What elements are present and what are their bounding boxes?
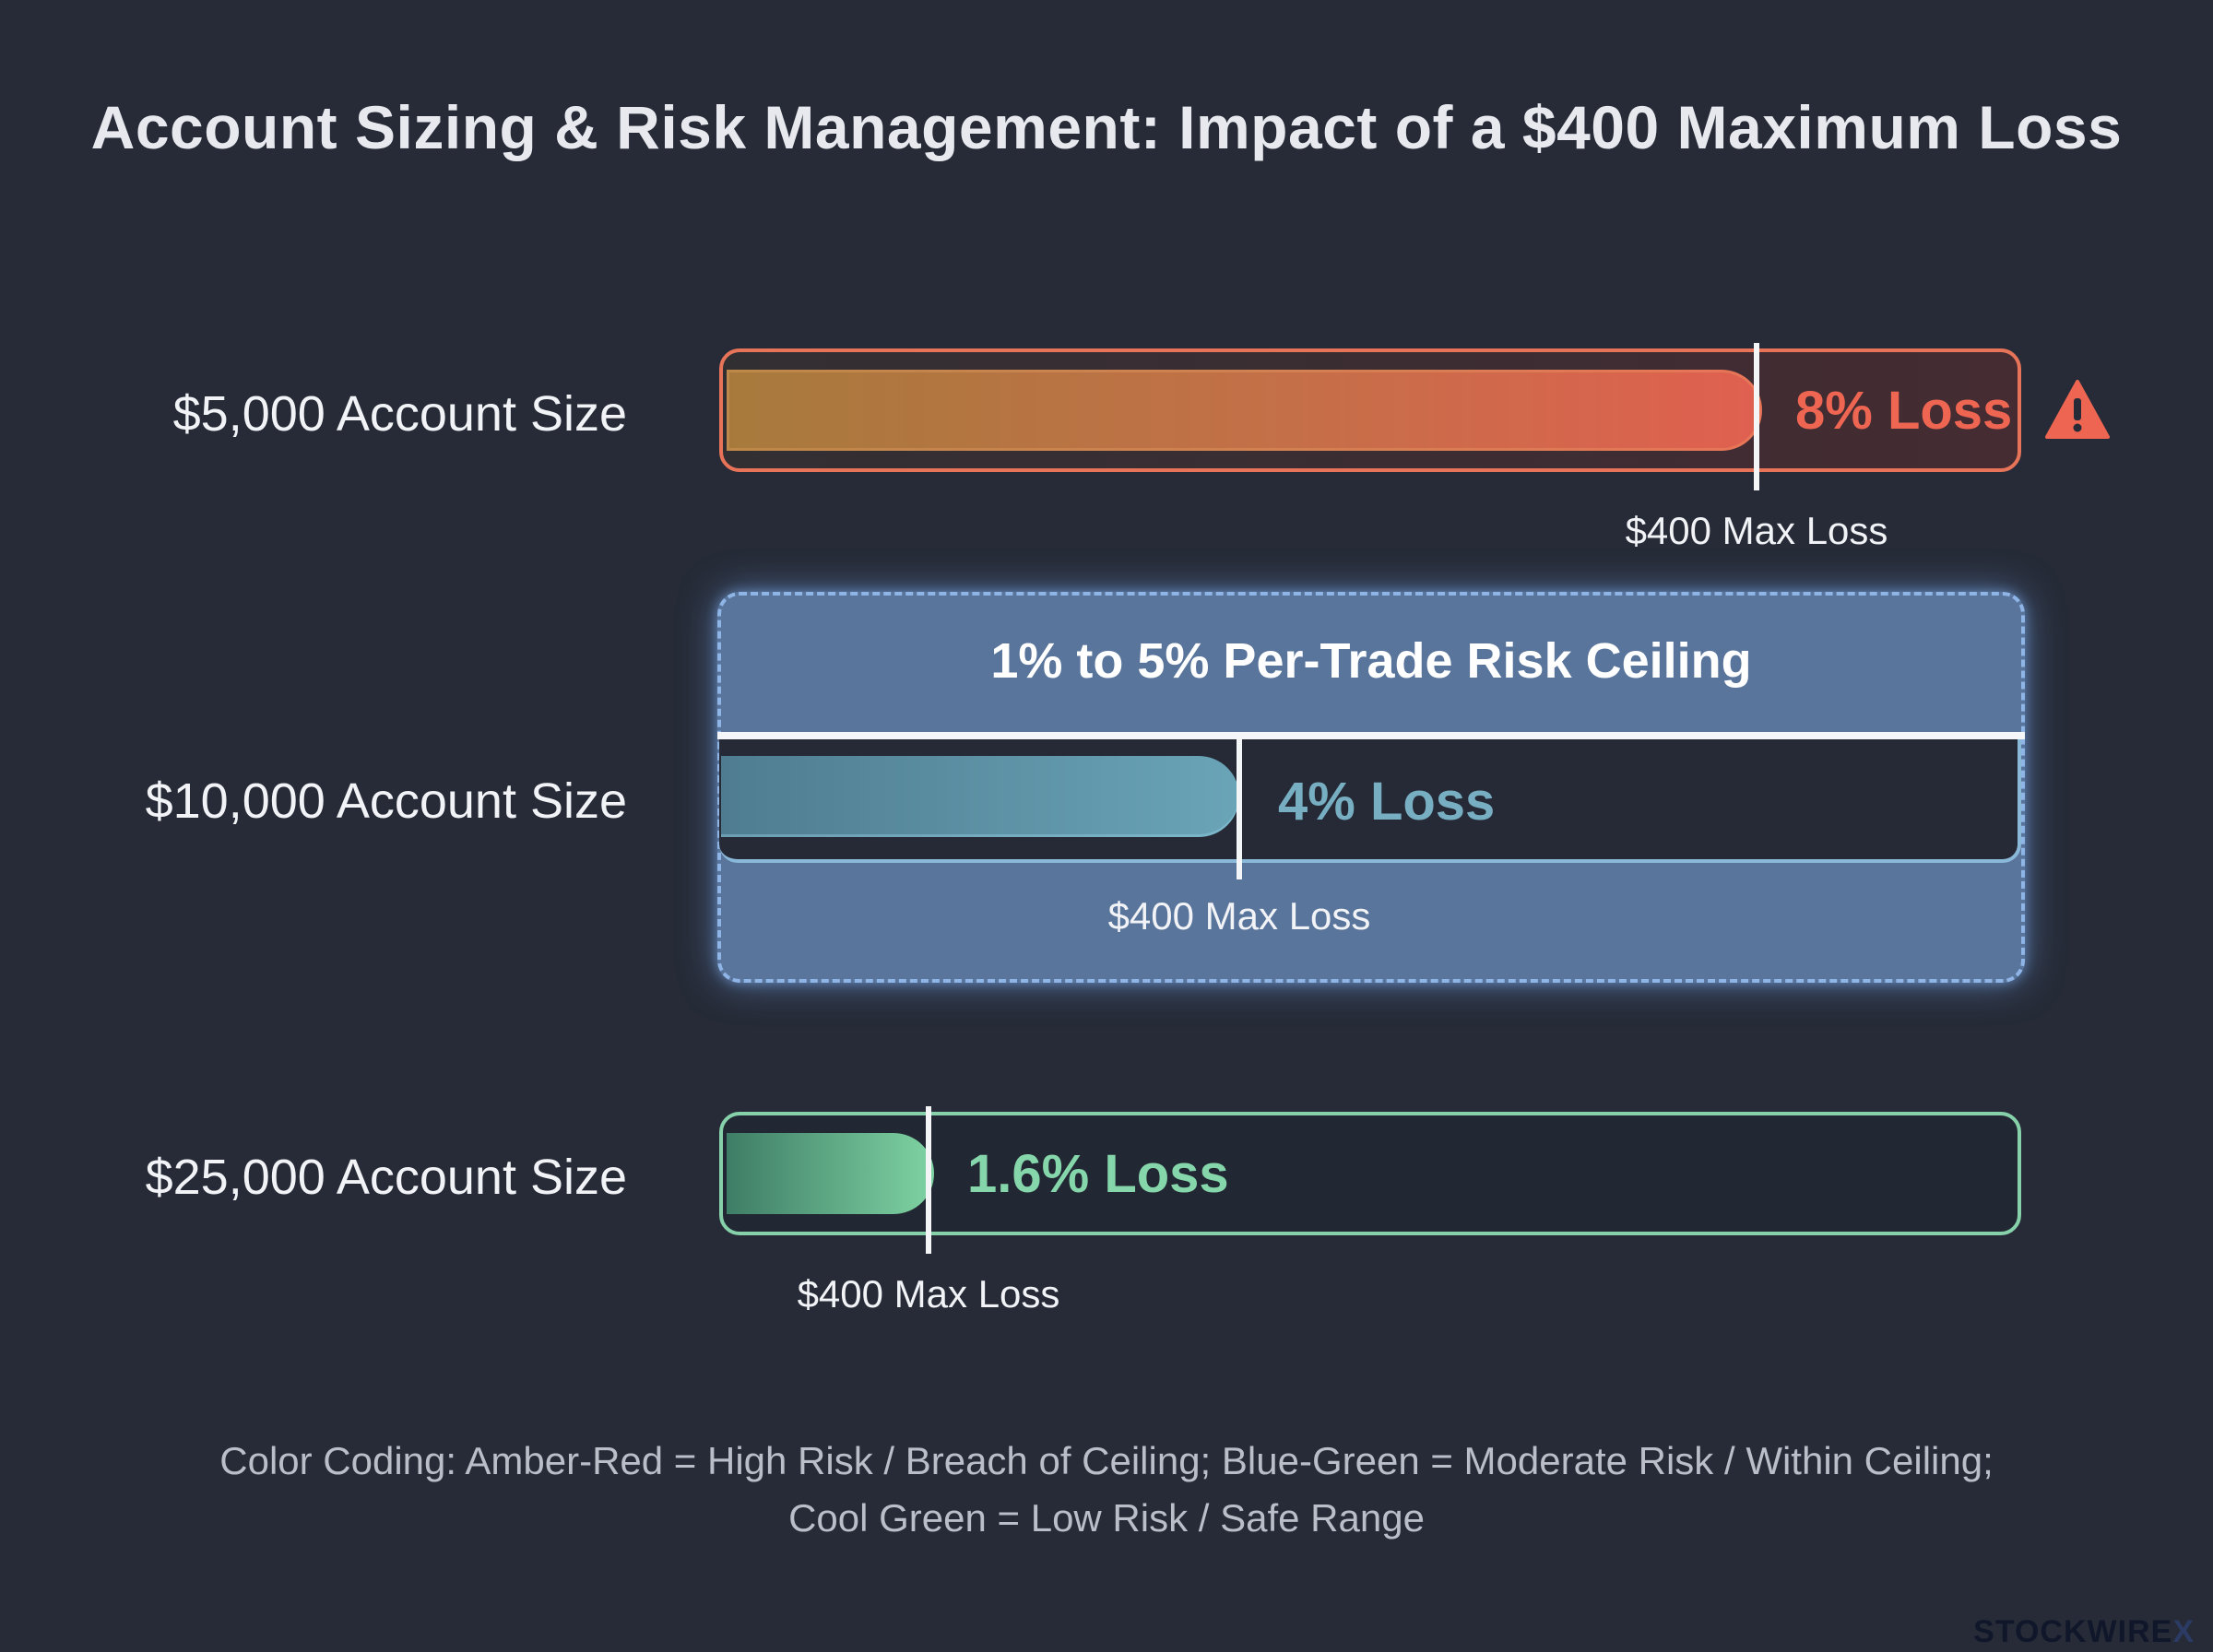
category-label-10000: $10,000 Account Size <box>145 773 627 829</box>
brand-logo: STOCKWIREX <box>1973 1614 2195 1650</box>
max-loss-marker-10000 <box>1237 738 1242 879</box>
bar-fill-10000 <box>721 756 1239 837</box>
brand-name: STOCKWIRE <box>1973 1614 2173 1649</box>
max-loss-marker-5000 <box>1754 343 1759 490</box>
color-coding-line-2: Cool Green = Low Risk / Safe Range <box>788 1496 1425 1540</box>
risk-ceiling-line <box>717 732 2025 739</box>
loss-label-25000: 1.6% Loss <box>967 1144 1229 1204</box>
max-loss-label-5000: $400 Max Loss <box>1625 509 1888 552</box>
max-loss-label-25000: $400 Max Loss <box>797 1272 1060 1316</box>
brand-suffix: X <box>2172 1614 2195 1649</box>
category-label-25000: $25,000 Account Size <box>145 1150 627 1205</box>
bar-track-5000 <box>719 348 2021 472</box>
category-label-5000: $5,000 Account Size <box>172 386 627 442</box>
bar-track-25000 <box>719 1112 2021 1235</box>
max-loss-marker-25000 <box>926 1106 931 1254</box>
loss-label-10000: 4% Loss <box>1278 772 1496 832</box>
color-coding-line-1: Color Coding: Amber-Red = High Risk / Br… <box>219 1439 1994 1482</box>
chart-title: Account Sizing & Risk Management: Impact… <box>90 93 2123 161</box>
color-coding-note: Color Coding: Amber-Red = High Risk / Br… <box>138 1433 2075 1547</box>
warning-triangle-icon <box>2045 380 2110 439</box>
max-loss-label-10000: $400 Max Loss <box>1107 894 1371 938</box>
loss-label-5000: 8% Loss <box>1795 381 2013 441</box>
bar-fill-25000 <box>727 1133 934 1214</box>
risk-ceiling-label: 1% to 5% Per-Trade Risk Ceiling <box>990 633 1752 689</box>
bar-fill-5000 <box>727 370 1762 451</box>
bar-track-10000 <box>719 739 2021 863</box>
